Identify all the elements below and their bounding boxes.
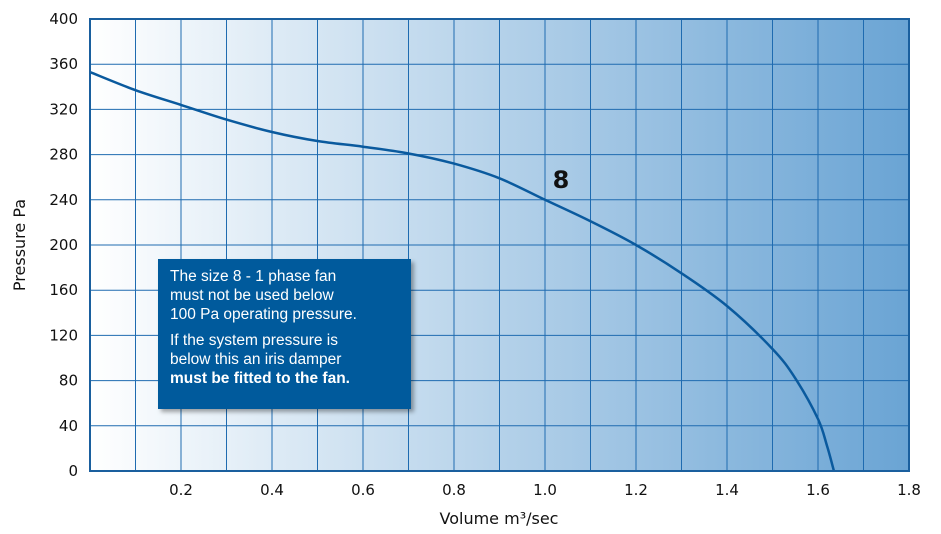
note-line-3: 100 Pa operating pressure.	[170, 306, 357, 323]
x-tick-label: 0.8	[442, 481, 466, 499]
y-tick-label: 160	[49, 281, 78, 299]
plot-frame	[89, 18, 910, 472]
x-tick-labels: 0.2 0.4 0.6 0.8 1.0 1.2 1.4 1.6 1.8	[169, 481, 921, 499]
x-tick-label: 1.6	[806, 481, 830, 499]
y-tick-label: 200	[49, 236, 78, 254]
note-line-2: must not be used below	[170, 287, 334, 304]
y-tick-label: 360	[49, 55, 78, 73]
x-tick-label: 1.0	[533, 481, 557, 499]
x-tick-label: 1.2	[624, 481, 648, 499]
x-axis-title: Volume m³/sec	[440, 509, 559, 528]
note-line-1: The size 8 - 1 phase fan	[170, 268, 337, 285]
x-tick-label: 0.2	[169, 481, 193, 499]
fan-curve-8	[89, 70, 836, 472]
y-tick-labels: 0 40 80 120 160 200 240 280 320 360 400	[49, 10, 78, 480]
curve-label-8: 8	[553, 166, 570, 194]
y-tick-label: 240	[49, 191, 78, 209]
y-tick-label: 320	[49, 100, 78, 118]
x-tick-label: 0.6	[351, 481, 375, 499]
y-axis-title: Pressure Pa	[10, 199, 29, 291]
y-tick-label: 0	[68, 462, 78, 480]
x-tick-label: 1.8	[897, 481, 921, 499]
note-spacer	[170, 324, 401, 331]
y-tick-label: 400	[49, 10, 78, 28]
x-tick-label: 1.4	[715, 481, 739, 499]
grid-lines	[90, 19, 909, 471]
y-tick-label: 280	[49, 146, 78, 164]
note-line-6: must be fitted to the fan.	[170, 370, 350, 387]
y-tick-label: 40	[59, 417, 78, 435]
note-line-4: If the system pressure is	[170, 332, 338, 349]
warning-note: The size 8 - 1 phase fan must not be use…	[158, 259, 411, 409]
y-tick-label: 120	[49, 326, 78, 344]
x-tick-label: 0.4	[260, 481, 284, 499]
note-line-5: below this an iris damper	[170, 351, 342, 368]
y-tick-label: 80	[59, 372, 78, 390]
